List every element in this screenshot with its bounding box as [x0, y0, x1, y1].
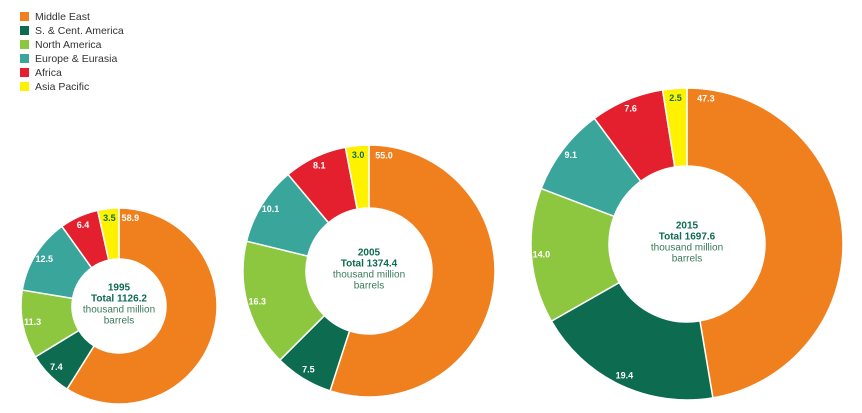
center-text: barrels: [104, 316, 135, 327]
value-label: 19.4: [616, 370, 634, 380]
donut-slice: [686, 87, 844, 399]
value-label: 55.0: [375, 150, 393, 160]
value-label: 16.3: [249, 297, 267, 307]
legend-label: Asia Pacific: [35, 81, 89, 93]
value-label: 14.0: [533, 250, 551, 260]
legend-swatch: [20, 54, 29, 63]
value-label: 6.4: [77, 220, 90, 230]
value-label: 7.6: [624, 104, 637, 114]
legend-label: Middle East: [35, 11, 90, 23]
legend-swatch: [20, 12, 29, 21]
center-text: Total 1697.6: [659, 232, 716, 243]
value-label: 2.5: [669, 93, 682, 103]
donut-slice: [661, 87, 688, 168]
value-label: 9.1: [564, 150, 577, 160]
center-text: thousand million: [651, 243, 723, 254]
legend-label: S. & Cent. America: [35, 25, 124, 37]
center-text: barrels: [672, 254, 703, 265]
center-text: 2005: [358, 248, 381, 259]
center-text: thousand million: [83, 305, 155, 316]
center-text: 1995: [108, 283, 131, 294]
donut-slice: [65, 207, 218, 405]
value-label: 47.3: [697, 94, 715, 104]
legend-label: Africa: [35, 67, 62, 79]
value-label: 3.0: [352, 150, 365, 160]
donut-slice: [344, 144, 370, 210]
value-label: 11.3: [24, 317, 41, 327]
donut-slice: [96, 207, 120, 262]
value-label: 58.9: [122, 213, 140, 223]
donut-slice: [550, 281, 714, 401]
value-label: 10.1: [262, 204, 280, 214]
legend-swatch: [20, 40, 29, 49]
legend-swatch: [20, 82, 29, 91]
value-label: 7.5: [302, 364, 315, 374]
center-text: barrels: [354, 281, 385, 292]
legend-swatch: [20, 68, 29, 77]
value-label: 7.4: [50, 362, 63, 372]
legend-label: Europe & Eurasia: [35, 53, 117, 65]
legend-swatch: [20, 26, 29, 35]
value-label: 8.1: [313, 161, 326, 171]
center-text: 2015: [676, 221, 699, 232]
legend-label: North America: [35, 39, 102, 51]
value-label: 3.5: [103, 213, 116, 223]
value-label: 12.5: [35, 254, 53, 264]
donut-slice: [329, 144, 496, 398]
center-text: Total 1374.4: [341, 259, 398, 270]
center-text: Total 1126.2: [91, 294, 147, 305]
center-text: thousand million: [333, 270, 405, 281]
